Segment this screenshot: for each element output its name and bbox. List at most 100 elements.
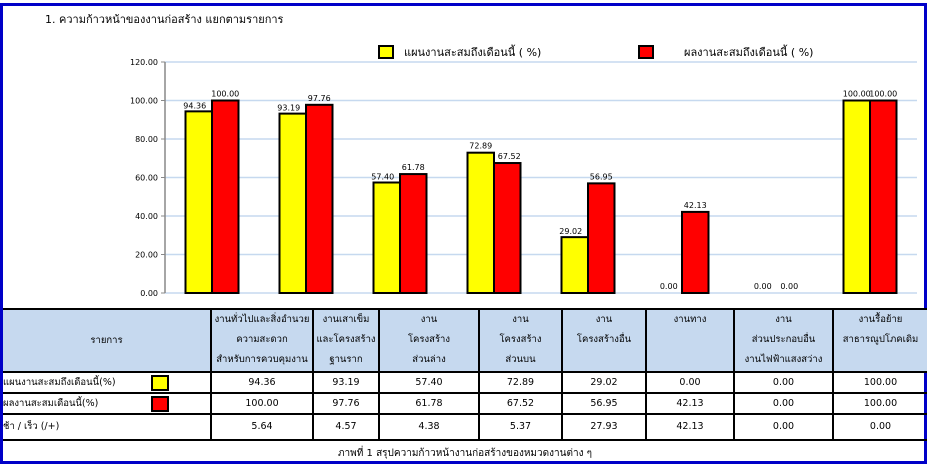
bar-plan [560, 236, 589, 295]
bar-actual [681, 210, 710, 294]
table-cell: 5.64 [210, 413, 314, 441]
y-tick-label: 0.00 [140, 289, 158, 298]
data-label-actual: 67.52 [498, 152, 521, 161]
header-cell: งานเสาเข็ม และโครงสร้าง ฐานราก [312, 308, 380, 373]
header-line: งาน [595, 314, 613, 325]
header-cell: งานทั่วไปและสิ่งอำนวยความสะดวกสำหรับการค… [210, 308, 314, 373]
table-cell: 100.00 [210, 392, 314, 415]
row-label: แผนงานสะสมถึงเดือนนี้(%) [3, 377, 116, 388]
row-color-swatch [151, 396, 169, 412]
row-label: ช้า / เร็ว (/+) [3, 421, 60, 432]
table-cell: 100.00 [832, 392, 927, 415]
data-label-plan: 72.89 [469, 142, 492, 151]
legend-swatch-actual [638, 45, 654, 59]
table-row: ผลงานสะสมเดือนนี้(%) 100.00 97.76 61.78 67.5… [3, 392, 927, 415]
y-tick-label: 60.00 [135, 174, 158, 183]
header-line: โครงสร้าง [499, 334, 542, 345]
table-cell: 0.00 [832, 413, 927, 441]
data-label-plan: 0.00 [660, 282, 678, 291]
table-cell: 5.37 [478, 413, 563, 441]
data-label-plan: 57.40 [371, 173, 394, 182]
header-line: โครงสร้าง [407, 334, 451, 345]
header-line: งานทาง [673, 314, 707, 325]
data-label-plan: 0.00 [754, 282, 772, 291]
gridlines [165, 61, 917, 294]
data-label-plan: 93.19 [277, 104, 300, 113]
data-label-plan: 94.36 [183, 101, 206, 110]
bar-plan [278, 112, 307, 294]
bar-actual [399, 173, 428, 294]
legend-swatch-plan [378, 45, 394, 59]
data-label-plan: 29.02 [559, 227, 582, 236]
header-cell: งาน โครงสร้าง ส่วนล่าง [378, 308, 480, 373]
header-line: งานรื้อย้าย [858, 314, 903, 325]
table-cell: 29.02 [561, 371, 647, 394]
header-line [563, 350, 645, 370]
data-label-actual: 61.78 [402, 163, 425, 172]
y-tick-label: 100.00 [130, 97, 158, 106]
table-cell: 57.40 [378, 371, 480, 394]
row-label-cell: ช้า / เร็ว (/+) [3, 413, 212, 441]
header-line: โครงสร้างอื่น [576, 334, 632, 345]
bar-actual [493, 162, 522, 294]
y-tick-label: 40.00 [135, 212, 158, 221]
header-line: ฐานราก [329, 354, 363, 365]
bar-plan [184, 110, 213, 295]
table-cell: 61.78 [378, 392, 480, 415]
header-line: งานไฟฟ้าแสงสว่าง [744, 354, 823, 365]
header-line [647, 350, 733, 370]
bar-actual [305, 103, 334, 294]
header-line: ส่วนประกอบอื่น [751, 334, 816, 345]
table-cell: 0.00 [733, 371, 834, 394]
bar-actual [587, 182, 616, 294]
table-cell: 0.00 [733, 392, 834, 415]
row-color-swatch [151, 375, 169, 391]
header-line: งาน [775, 314, 792, 325]
table-cell: 27.93 [561, 413, 647, 441]
data-label-plan: 100.00 [843, 90, 871, 99]
data-label-actual: 0.00 [780, 282, 798, 291]
header-line: และโครงสร้าง [316, 334, 376, 345]
header-cell: งานรื้อย้ายสาธารณูปโภคเดิม [832, 308, 927, 373]
table-header-row: รายการ งานทั่วไปและสิ่งอำนวยความสะดวกสำหร… [3, 308, 927, 373]
data-label-actual: 100.00 [869, 90, 897, 99]
legend-label-plan: แผนงานสะสมถึงเดือนนี้ ( %) [404, 46, 542, 59]
table-cell: 4.38 [378, 413, 480, 441]
y-tick-label: 80.00 [135, 135, 158, 144]
table-cell: 67.52 [478, 392, 563, 415]
row-label-cell: แผนงานสะสมถึงเดือนนี้(%) [3, 371, 212, 394]
y-tick-label: 120.00 [130, 58, 158, 67]
table-cell: 72.89 [478, 371, 563, 394]
header-cell: งานส่วนประกอบอื่นงานไฟฟ้าแสงสว่าง [733, 308, 834, 373]
header-line [834, 350, 927, 370]
bar-actual [211, 99, 240, 294]
header-cell: งานโครงสร้างอื่น [561, 308, 647, 373]
bar-actual [869, 99, 898, 294]
data-label-actual: 97.76 [308, 94, 331, 103]
chart-title: 1. ความก้าวหน้าของงานก่อสร้าง แยกตามรายก… [45, 13, 284, 26]
data-label-actual: 100.00 [211, 90, 239, 99]
header-cell-label: รายการ [3, 308, 212, 373]
header-line [647, 330, 733, 350]
bar-chart: 0.00 20.00 40.00 60.00 80.00 100.00 120.00 94.… [130, 58, 917, 298]
y-tick-label: 20.00 [135, 251, 158, 260]
data-label-actual: 56.95 [590, 172, 613, 181]
legend-item-plan: แผนงานสะสมถึงเดือนนี้ ( %) [378, 43, 541, 61]
header-line: งานทั่วไปและสิ่งอำนวย [214, 314, 310, 325]
chart-frame [0, 3, 927, 464]
table-row: แผนงานสะสมถึงเดือนนี้(%) 94.36 93.19 57.40 7… [3, 371, 927, 394]
header-line: ความสะดวก [236, 334, 288, 345]
header-line: สาธารณูปโภคเดิม [842, 334, 919, 345]
table-cell: 100.00 [832, 371, 927, 394]
table-cell: 56.95 [561, 392, 647, 415]
summary-table: รายการ งานทั่วไปและสิ่งอำนวยความสะดวกสำหร… [3, 308, 927, 441]
table-cell: 94.36 [210, 371, 314, 394]
figure-caption: ภาพที่ 1 สรุปความก้าวหน้างานก่อสร้างของห… [337, 448, 593, 459]
table-cell: 42.13 [645, 392, 735, 415]
header-line: สำหรับการควบคุมงาน [216, 354, 308, 365]
bar-plan [842, 99, 871, 294]
header-line: งาน [512, 314, 529, 325]
table-cell: 42.13 [645, 413, 735, 441]
header-line: ส่วนล่าง [412, 354, 446, 365]
table-row: ช้า / เร็ว (/+) 5.64 4.57 4.38 5.37 27.93 42.1… [3, 413, 927, 441]
